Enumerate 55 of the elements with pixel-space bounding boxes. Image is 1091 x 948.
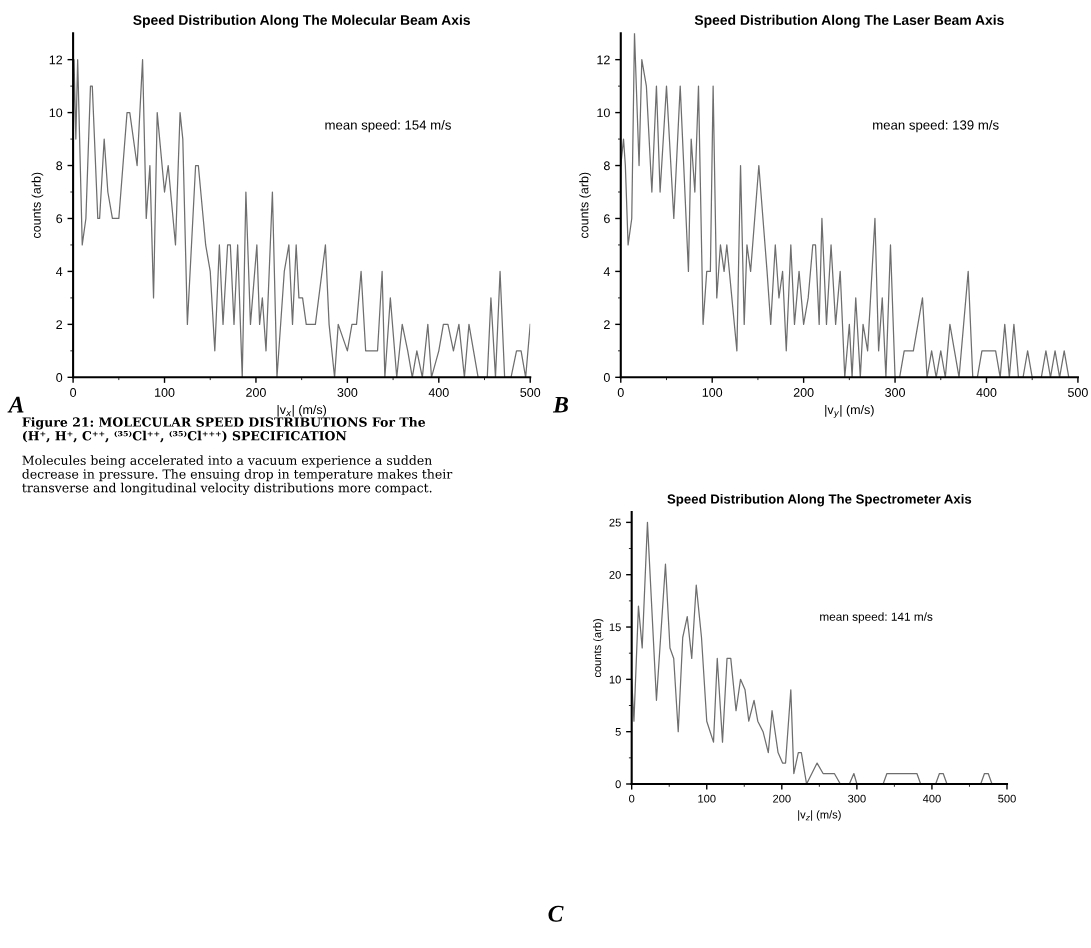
x-tick-label: 100	[155, 388, 175, 397]
y-tick-label: 8	[56, 161, 63, 171]
x-axis-title: |v$_{z}$| (m/s)	[798, 810, 841, 821]
x-tick-label: 0	[70, 388, 77, 397]
y-axis-title: counts (arb)	[31, 172, 44, 239]
chart-title: Speed Distribution Along The Laser Beam Axis	[694, 14, 1004, 28]
y-tick-label: 12	[49, 55, 63, 65]
y-tick-label: 5	[615, 728, 621, 736]
annotation: mean speed: 141 m/s	[820, 612, 933, 624]
x-tick-label: 200	[773, 794, 791, 803]
chart-title: Speed Distribution Along The Spectrometer Axis	[667, 494, 972, 507]
annotation: mean speed: 139 m/s	[873, 119, 999, 133]
text: Molecules being accelerated into a vacuum experience a sudden decrease in pressure. The ensuing drop in temperature makes their transverse and longitudinal velocity distributions more compact.	[22, 455, 453, 496]
y-tick-label: 25	[609, 518, 621, 527]
y-axis-title: counts (arb)	[579, 172, 591, 239]
y-tick-label: 6	[604, 214, 610, 224]
line-series	[631, 521, 993, 784]
y-axis-title: counts (arb)	[593, 619, 604, 678]
annotation: mean speed: 154 m/s	[325, 119, 451, 133]
caption: Figure 21: MOLECULAR SPEED DISTRIBUTIONS For The (H⁺, H⁺, C⁺⁺, ⁽³⁵⁾Cl⁺⁺, ⁽³⁵⁾Cl⁺⁺⁺) SPECIFICATION	[22, 417, 426, 443]
x-tick-label: 200	[793, 388, 814, 397]
x-tick-label: 400	[428, 388, 449, 397]
y-tick-label: 0	[56, 373, 63, 382]
y-tick-label: 6	[56, 214, 63, 224]
text: C	[548, 905, 564, 922]
y-tick-label: 20	[609, 570, 621, 579]
x-tick-label: 300	[848, 794, 866, 803]
y-tick-label: 12	[597, 55, 610, 65]
text: B	[552, 396, 569, 413]
x-tick-label: 100	[702, 388, 723, 397]
x-axis-title: |v$_{x}$| (m/s)	[277, 404, 327, 417]
y-tick-label: 15	[609, 623, 621, 632]
y-tick-label: 2	[604, 320, 610, 329]
x-tick-label: 300	[337, 388, 358, 397]
x-tick-label: 400	[922, 794, 941, 803]
y-tick-label: 0	[603, 373, 610, 382]
y-tick-label: 2	[56, 320, 63, 329]
y-tick-label: 10	[597, 108, 610, 118]
x-tick-label: 500	[998, 794, 1016, 803]
y-tick-label: 4	[56, 267, 63, 276]
chart-title: Speed Distribution Along The Molecular Beam Axis	[133, 14, 470, 28]
x-tick-label: 500	[1067, 388, 1088, 397]
x-tick-label: 400	[976, 388, 997, 397]
x-tick-label: 100	[698, 794, 716, 803]
x-tick-label: 300	[885, 388, 905, 397]
y-tick-label: 10	[49, 108, 63, 118]
y-tick-label: 8	[603, 161, 610, 171]
y-tick-label: 4	[603, 267, 610, 276]
x-tick-label: 0	[629, 794, 635, 803]
y-tick-label: 10	[609, 675, 621, 684]
x-tick-label: 200	[246, 388, 266, 397]
x-tick-label: 500	[520, 388, 541, 397]
x-axis-title: |v$_{y}$| (m/s)	[825, 404, 874, 418]
text: A	[7, 396, 24, 413]
y-tick-label: 0	[615, 780, 621, 789]
